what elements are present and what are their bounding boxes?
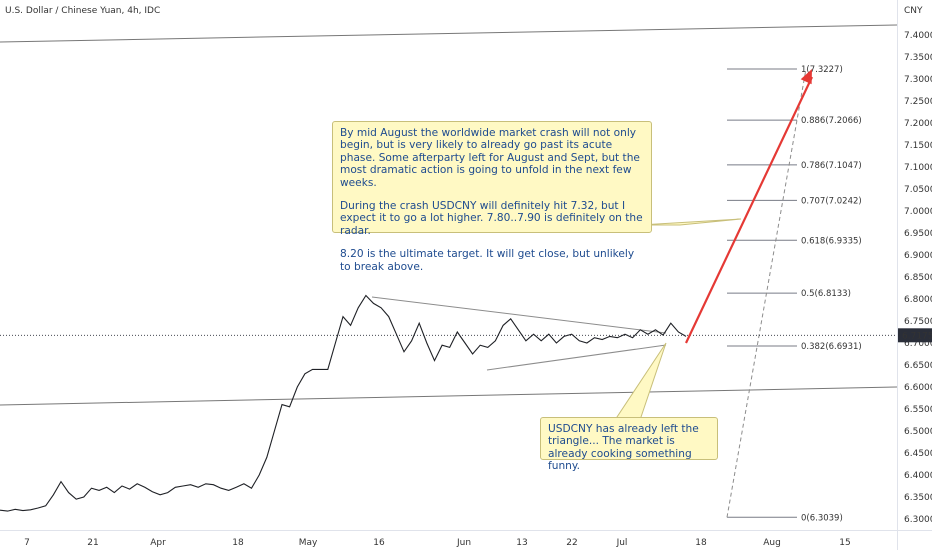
main-note-pointer (639, 218, 742, 226)
fib-retracement: 1(7.3227) 0.886(7.2066) 0.786(7.1047) 0.707… (726, 65, 862, 523)
y-tick-label: 7.3500 (904, 53, 932, 63)
y-tick-label: 6.8500 (904, 273, 932, 283)
lower-note: USDCNY has already left the triangle... … (540, 417, 718, 472)
y-tick-label: 6.9000 (904, 251, 932, 261)
x-tick-label: May (299, 538, 318, 548)
y-tick-label: 7.0500 (904, 185, 932, 195)
main-note-p2: During the crash USDCNY will definitely … (340, 200, 643, 237)
y-tick-label: 7.3000 (904, 75, 932, 85)
fib-level-label: 0.5(6.8133) (801, 289, 851, 299)
x-tick-label: 18 (695, 538, 707, 548)
y-tick-label: 6.7000 (904, 339, 932, 349)
y-tick-label: 6.4000 (904, 471, 932, 481)
fib-level-label: 0.382(6.6931) (801, 342, 862, 352)
y-tick-label: 7.0000 (904, 207, 932, 217)
y-tick-label: 6.3000 (904, 515, 932, 525)
lower-note-pointer (614, 342, 667, 421)
x-tick-label: Apr (150, 538, 166, 548)
y-tick-label: 7.4000 (904, 31, 932, 41)
y-tick-label: 7.2500 (904, 97, 932, 107)
x-tick-label: 22 (566, 538, 577, 548)
current-price-badge (898, 328, 932, 343)
current-price-label: 6.7175 (902, 331, 932, 341)
y-tick-label: 7.2000 (904, 119, 932, 129)
y-tick-labels: 7.4000 7.3500 7.3000 7.2500 7.2000 7.1500 7.10… (904, 31, 932, 525)
x-tick-label: Jul (616, 538, 628, 548)
main-note: By mid August the worldwide market crash… (332, 121, 652, 273)
fib-level-label: 0.886(7.2066) (801, 116, 862, 126)
triangle-lower-line (486, 344, 667, 371)
y-tick-label: 7.1000 (904, 163, 932, 173)
y-tick-label: 6.3500 (904, 493, 932, 503)
y-tick-label: 6.5000 (904, 427, 932, 437)
y-tick-label: 6.4500 (904, 449, 932, 459)
y-tick-label: 6.9500 (904, 229, 932, 239)
y-tick-label: 6.6500 (904, 361, 932, 371)
y-tick-label: 6.5500 (904, 405, 932, 415)
y-tick-label: 6.7500 (904, 317, 932, 327)
projection-arrowhead (800, 69, 812, 85)
x-tick-label: 7 (24, 538, 30, 548)
main-note-p1: By mid August the worldwide market crash… (340, 127, 640, 189)
upper-channel-line (0, 24, 898, 43)
x-tick-label: Aug (763, 538, 781, 548)
x-tick-label: 15 (839, 538, 850, 548)
fib-level-label: 1(7.3227) (801, 65, 843, 75)
y-tick-label: 6.8000 (904, 295, 932, 305)
x-tick-labels: 7 21 Apr 18 May 16 Jun 13 22 Jul 18 Aug 15 (24, 538, 851, 548)
y-tick-label: 6.6000 (904, 383, 932, 393)
x-tick-label: 13 (516, 538, 527, 548)
fib-level-label: 0.786(7.1047) (801, 161, 862, 171)
x-tick-label: 16 (373, 538, 385, 548)
lower-channel-line (0, 386, 898, 406)
x-tick-label: 21 (87, 538, 98, 548)
main-note-p3: 8.20 is the ultimate target. It will get… (340, 248, 635, 273)
currency-label: CNY (904, 6, 923, 16)
y-tick-label: 7.1500 (904, 141, 932, 151)
x-tick-label: Jun (456, 538, 471, 548)
fib-level-label: 0.707(7.0242) (801, 196, 862, 206)
symbol-title: U.S. Dollar / Chinese Yuan, 4h, IDC (5, 6, 160, 16)
fib-level-label: 0(6.3039) (801, 513, 843, 523)
projection-arrow (685, 76, 813, 344)
fib-trend-line (726, 68, 807, 518)
price-series-line (0, 294, 687, 512)
lower-note-text: USDCNY has already left the triangle... … (548, 423, 699, 473)
fib-level-label: 0.618(6.9335) (801, 236, 862, 246)
x-tick-label: 18 (232, 538, 244, 548)
triangle-upper-line (371, 296, 667, 334)
